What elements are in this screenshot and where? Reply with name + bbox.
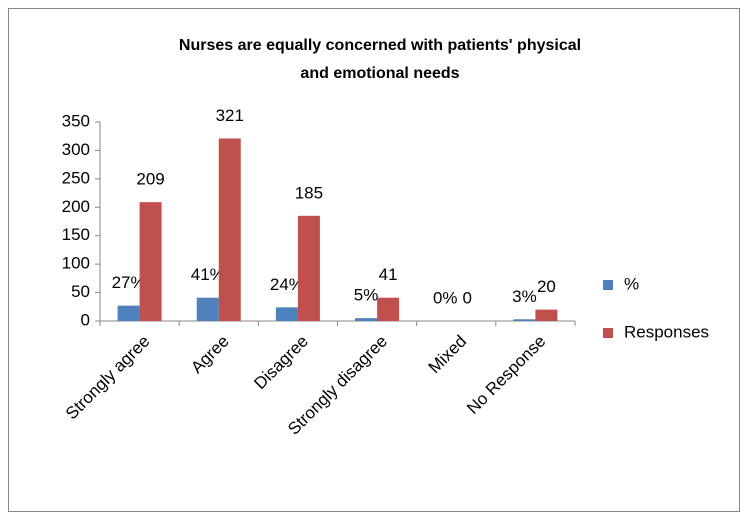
bar bbox=[535, 309, 558, 321]
chart-title: Nurses are equally concerned with patien… bbox=[178, 37, 582, 82]
chart-border bbox=[8, 8, 740, 512]
legend-label: % bbox=[624, 274, 639, 293]
data-label: 3% bbox=[512, 287, 537, 306]
data-label: 209 bbox=[136, 170, 164, 189]
bar bbox=[117, 305, 140, 321]
bar bbox=[218, 138, 241, 321]
bar bbox=[275, 307, 298, 321]
legend-swatch bbox=[603, 328, 613, 338]
bar bbox=[297, 215, 320, 321]
y-tick-label: 150 bbox=[62, 225, 90, 244]
y-tick-label: 50 bbox=[71, 282, 90, 301]
bar bbox=[513, 319, 536, 321]
y-tick-label: 250 bbox=[62, 168, 90, 187]
data-label: 5% bbox=[354, 286, 379, 305]
data-label: 20 bbox=[537, 277, 556, 296]
bar bbox=[377, 297, 400, 321]
bar bbox=[139, 202, 162, 321]
y-tick-label: 0 bbox=[81, 310, 90, 329]
legend-label: Responses bbox=[624, 322, 709, 341]
data-label: 27% bbox=[112, 273, 146, 292]
bar bbox=[355, 318, 378, 321]
data-label: 24% bbox=[270, 275, 304, 294]
data-label: 41% bbox=[191, 265, 225, 284]
data-label: 0% bbox=[433, 288, 458, 307]
y-tick-label: 100 bbox=[62, 254, 90, 273]
y-tick-label: 200 bbox=[62, 197, 90, 216]
bar bbox=[196, 297, 219, 321]
y-tick-label: 300 bbox=[62, 140, 90, 159]
data-label: 321 bbox=[216, 106, 244, 125]
data-label: 0 bbox=[463, 288, 472, 307]
legend-swatch bbox=[603, 280, 613, 290]
data-label: 185 bbox=[295, 183, 323, 202]
y-tick-label: 350 bbox=[62, 111, 90, 130]
data-label: 41 bbox=[379, 265, 398, 284]
